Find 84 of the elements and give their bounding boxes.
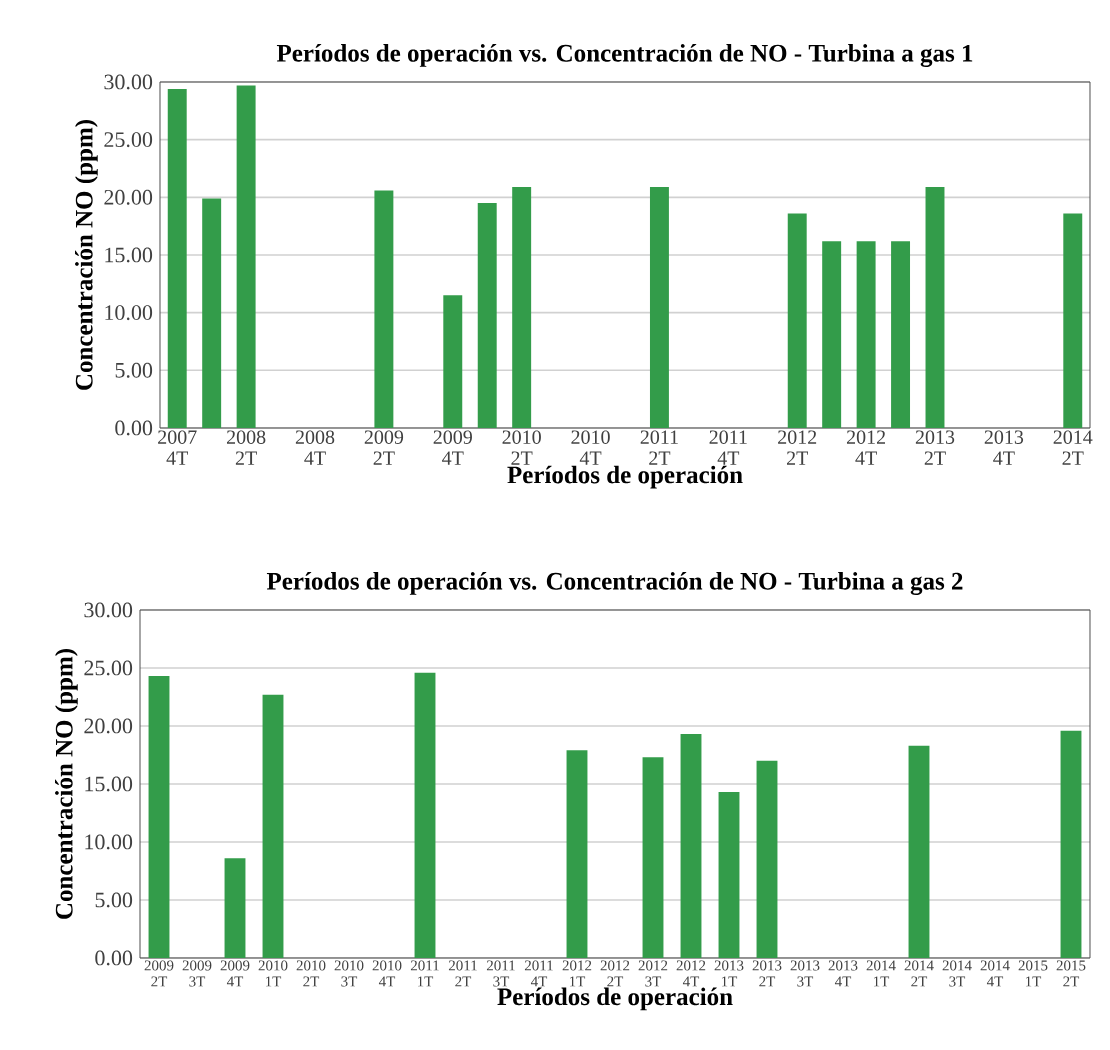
y-axis-title: Concentración NO (ppm) — [55, 649, 78, 919]
x-tick-label: 2012 2T — [778, 430, 817, 465]
x-tick-label: 2014 2T — [1053, 430, 1093, 465]
x-tick-label: 2009 3T — [182, 960, 212, 987]
bar — [856, 241, 876, 428]
y-tick-label: 20.00 — [104, 189, 153, 205]
bar — [236, 85, 256, 428]
bar — [908, 745, 930, 958]
y-tick-label: 30.00 — [84, 602, 133, 618]
bar — [443, 295, 463, 428]
x-tick-label: 2013 4T — [828, 960, 858, 987]
y-tick-label: 10.00 — [105, 305, 153, 321]
y-axis-title: Concentración NO (ppm) — [75, 120, 98, 390]
bar — [925, 186, 945, 428]
y-tick-label: 0.00 — [95, 950, 133, 966]
x-tick-label: 2014 4T — [980, 960, 1010, 987]
bar — [566, 750, 588, 958]
chart-title: Períodos de operación vs. Concentración de NO - Turbina a gas 2 — [266, 572, 963, 595]
x-tick-label: 2012 2T — [600, 960, 630, 987]
x-tick-label: 2011 1T — [410, 960, 439, 987]
y-tick-label: 25.00 — [104, 132, 153, 148]
bar — [1063, 213, 1083, 428]
x-tick-label: 2009 2T — [144, 960, 174, 987]
bar — [1060, 730, 1082, 958]
x-tick-label: 2008 4T — [295, 430, 335, 465]
x-tick-label: 2013 2T — [752, 960, 782, 987]
x-axis-title: Períodos de operación — [497, 987, 733, 1011]
bar — [642, 757, 664, 958]
y-tick-label: 15.00 — [105, 247, 153, 263]
x-tick-label: 2009 2T — [364, 430, 404, 465]
x-tick-label: 2010 4T — [372, 960, 402, 987]
x-tick-label: 2011 2T — [448, 960, 477, 987]
x-tick-label: 2012 4T — [676, 960, 706, 987]
x-tick-label: 2010 4T — [571, 430, 610, 465]
x-tick-label: 2011 4T — [524, 960, 553, 987]
x-tick-label: 2011 2T — [640, 430, 678, 465]
bar — [262, 694, 284, 958]
y-tick-label: 15.00 — [85, 776, 133, 792]
bar — [148, 676, 170, 958]
x-tick-label: 2007 4T — [158, 430, 197, 465]
x-tick-label: 2014 2T — [904, 960, 934, 987]
bar — [756, 760, 778, 958]
x-tick-label: 2012 4T — [846, 430, 886, 465]
x-tick-label: 2011 3T — [486, 960, 515, 987]
bar — [822, 241, 842, 428]
x-tick-label: 2009 4T — [220, 960, 250, 987]
bar — [167, 88, 187, 428]
bar — [891, 241, 911, 428]
x-tick-label: 2009 4T — [433, 430, 472, 465]
y-tick-label: 5.00 — [95, 892, 133, 908]
bar — [649, 186, 669, 428]
x-tick-label: 2008 2T — [226, 430, 266, 465]
bar — [477, 203, 497, 428]
x-tick-label: 2010 2T — [296, 960, 326, 987]
bar — [202, 198, 222, 428]
x-tick-label: 2013 1T — [714, 960, 744, 987]
bar — [512, 186, 532, 428]
x-tick-label: 2013 4T — [984, 430, 1024, 465]
y-tick-label: 5.00 — [115, 362, 153, 378]
x-tick-label: 2012 1T — [562, 960, 592, 987]
y-tick-label: 0.00 — [115, 420, 153, 436]
x-tick-label: 2014 1T — [866, 960, 896, 987]
x-tick-label: 2010 3T — [334, 960, 364, 987]
x-tick-label: 2013 3T — [790, 960, 820, 987]
x-tick-label: 2013 2T — [915, 430, 955, 465]
x-tick-label: 2015 2T — [1056, 960, 1086, 987]
y-tick-label: 30.00 — [104, 74, 153, 90]
bar — [718, 792, 740, 958]
y-tick-label: 20.00 — [84, 718, 133, 734]
bar — [414, 672, 436, 958]
x-tick-label: 2014 3T — [942, 960, 972, 987]
x-tick-label: 2010 2T — [502, 430, 541, 465]
y-tick-label: 25.00 — [84, 660, 133, 676]
bar — [787, 213, 807, 428]
bar — [374, 190, 394, 428]
x-tick-label: 2011 4T — [709, 430, 747, 465]
chart-title: Períodos de operación vs. Concentración de NO - Turbina a gas 1 — [276, 44, 973, 67]
bar — [224, 858, 246, 958]
x-tick-label: 2012 3T — [638, 960, 668, 987]
bar — [680, 734, 702, 958]
x-axis-title: Períodos de operación — [507, 465, 743, 489]
x-tick-label: 2015 1T — [1018, 960, 1048, 987]
x-tick-label: 2010 1T — [258, 960, 288, 987]
y-tick-label: 10.00 — [85, 834, 133, 850]
